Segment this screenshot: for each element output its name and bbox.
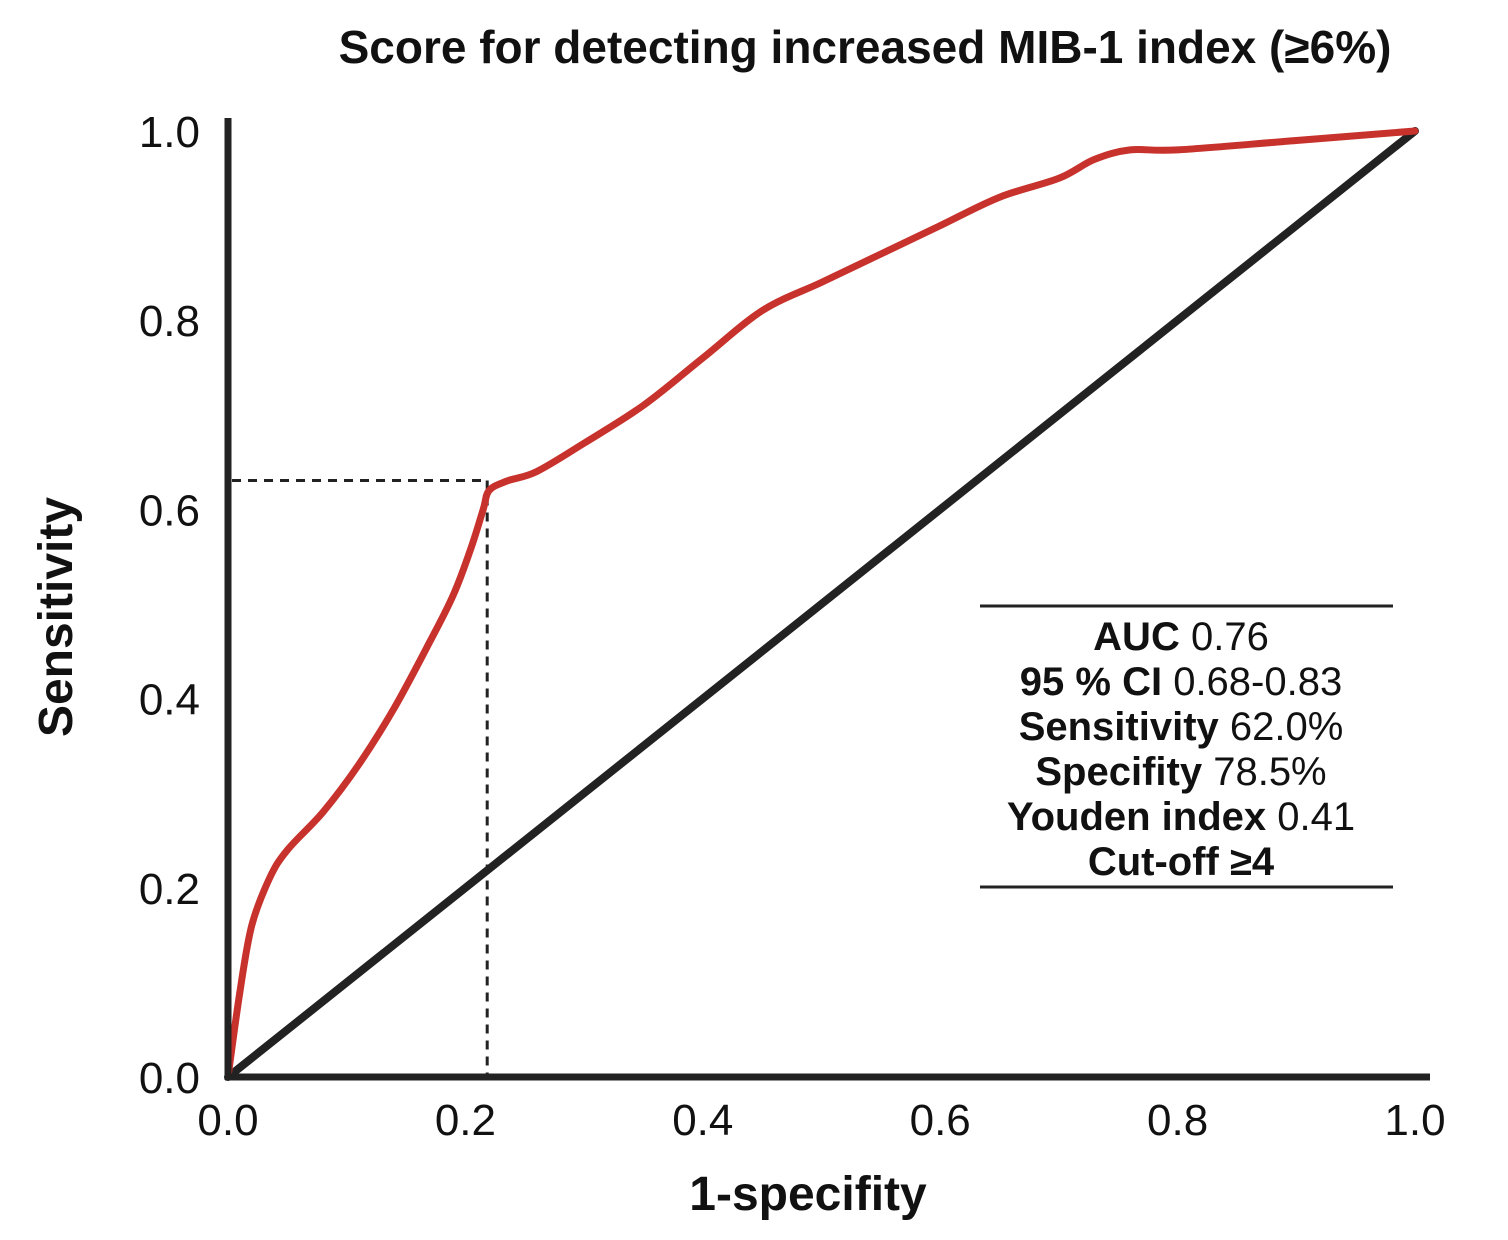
y-tick-label: 0.0 xyxy=(139,1054,200,1103)
stat-value: 0.41 xyxy=(1266,795,1355,839)
stat-value: 0.68-0.83 xyxy=(1162,660,1342,704)
y-tick-label: 1.0 xyxy=(139,108,200,157)
roc-curve-line xyxy=(224,127,1419,1081)
y-axis-label: Sensitivity xyxy=(30,497,83,737)
y-tick-label: 0.4 xyxy=(139,676,200,725)
y-tick-labels: 0.0 0.2 0.4 0.6 0.8 1.0 xyxy=(139,108,200,1103)
stat-key: Sensitivity xyxy=(1019,705,1220,749)
x-tick-label: 0.0 xyxy=(197,1096,258,1145)
x-tick-label: 1.0 xyxy=(1384,1096,1445,1145)
stat-value: 78.5% xyxy=(1202,750,1327,794)
stat-key: 95 % CI xyxy=(1020,660,1162,704)
y-tick-label: 0.6 xyxy=(139,486,200,535)
stat-key: Youden index xyxy=(1007,795,1266,839)
x-tick-label: 0.8 xyxy=(1147,1096,1208,1145)
stat-key: AUC xyxy=(1093,615,1180,659)
stat-line: AUC 0.76 xyxy=(1093,615,1269,659)
stat-line: Youden index 0.41 xyxy=(1007,795,1355,839)
stat-line: Sensitivity 62.0% xyxy=(1019,705,1344,749)
reference-diagonal-line xyxy=(224,127,1419,1081)
stat-line: 95 % CI 0.68-0.83 xyxy=(1020,660,1342,704)
x-tick-label: 0.2 xyxy=(435,1096,496,1145)
stat-value: 0.76 xyxy=(1180,615,1269,659)
y-tick-label: 0.2 xyxy=(139,865,200,914)
stat-line: Cut-off ≥4 xyxy=(1088,840,1275,884)
x-axis-label: 1-specifity xyxy=(689,1168,927,1221)
x-tick-label: 0.6 xyxy=(910,1096,971,1145)
stat-value: 62.0% xyxy=(1219,705,1344,749)
x-tick-labels: 0.0 0.2 0.4 0.6 0.8 1.0 xyxy=(197,1096,1445,1145)
x-tick-label: 0.4 xyxy=(672,1096,733,1145)
stat-key: Specifity xyxy=(1035,750,1202,794)
stat-line: Specifity 78.5% xyxy=(1035,750,1326,794)
y-tick-label: 0.8 xyxy=(139,297,200,346)
stat-key: Cut-off ≥4 xyxy=(1088,840,1275,884)
chart-title: Score for detecting increased MIB-1 inde… xyxy=(339,21,1392,73)
